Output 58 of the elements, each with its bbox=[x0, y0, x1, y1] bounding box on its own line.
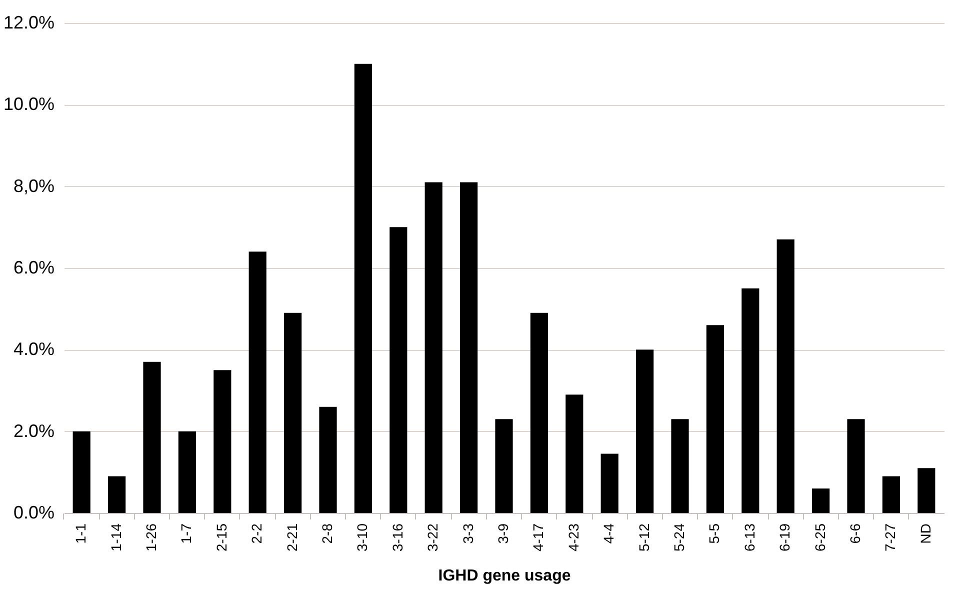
bar bbox=[319, 406, 337, 513]
x-tick-label: 2-2 bbox=[248, 523, 265, 544]
bar bbox=[72, 431, 90, 513]
x-tick-label: 6-6 bbox=[847, 523, 863, 544]
x-tick-label: 3-10 bbox=[354, 523, 370, 552]
bar bbox=[847, 419, 865, 513]
bar bbox=[495, 419, 513, 513]
bar bbox=[671, 419, 689, 513]
x-tick-label: 5-5 bbox=[706, 523, 722, 544]
bar bbox=[354, 64, 372, 513]
bar bbox=[424, 182, 442, 513]
x-tick-label: 6-13 bbox=[741, 523, 758, 552]
x-tick-label: 3-3 bbox=[460, 523, 476, 544]
x-tick-label: ND bbox=[917, 524, 934, 544]
y-tick-label: 10.0% bbox=[3, 94, 54, 114]
x-tick-label: 1-1 bbox=[72, 523, 89, 544]
bar bbox=[108, 476, 126, 513]
bar bbox=[143, 362, 161, 513]
x-tick-label: 2-15 bbox=[213, 523, 230, 552]
bar bbox=[742, 288, 760, 513]
x-tick-label: 3-9 bbox=[495, 523, 511, 544]
x-tick-label: 3-16 bbox=[389, 523, 406, 552]
x-tick-label: 4-23 bbox=[565, 523, 582, 552]
bar bbox=[248, 252, 266, 513]
x-tick-label: 1-7 bbox=[178, 523, 194, 544]
x-tick-label: 1-26 bbox=[143, 523, 159, 552]
bar bbox=[284, 312, 302, 513]
x-tick-label: 4-17 bbox=[530, 523, 546, 552]
x-axis-title: IGHD gene usage bbox=[438, 568, 571, 585]
bar bbox=[812, 488, 830, 513]
x-tick-label: 7-27 bbox=[882, 523, 898, 552]
bar bbox=[636, 350, 654, 513]
bar bbox=[566, 394, 584, 513]
x-tick-label: 2-8 bbox=[319, 523, 335, 544]
y-tick-label: 12.0% bbox=[3, 12, 54, 32]
y-tick-label: 6.0% bbox=[13, 258, 54, 278]
bar bbox=[918, 468, 936, 513]
y-tick-label: 4.0% bbox=[13, 339, 54, 360]
y-tick-label: 2.0% bbox=[13, 420, 54, 441]
x-tick-label: 2-21 bbox=[284, 523, 300, 552]
bar bbox=[706, 325, 724, 513]
bar bbox=[214, 370, 232, 513]
bar bbox=[178, 431, 196, 513]
bar bbox=[776, 239, 794, 513]
x-tick-label: 4-4 bbox=[600, 523, 617, 544]
bar bbox=[600, 454, 618, 513]
y-tick-label: 8,0% bbox=[13, 176, 54, 196]
x-tick-label: 5-12 bbox=[636, 523, 652, 552]
bar bbox=[882, 476, 900, 513]
bar bbox=[460, 182, 478, 513]
x-tick-label: 5-24 bbox=[671, 523, 687, 552]
x-tick-label: 6-25 bbox=[812, 523, 828, 552]
x-tick-label: 3-22 bbox=[424, 523, 441, 552]
bar bbox=[530, 312, 548, 513]
y-tick-label: 0.0% bbox=[13, 502, 54, 522]
bar bbox=[390, 227, 408, 513]
x-tick-label: 6-19 bbox=[776, 523, 793, 552]
x-tick-label: 1-14 bbox=[108, 523, 124, 552]
